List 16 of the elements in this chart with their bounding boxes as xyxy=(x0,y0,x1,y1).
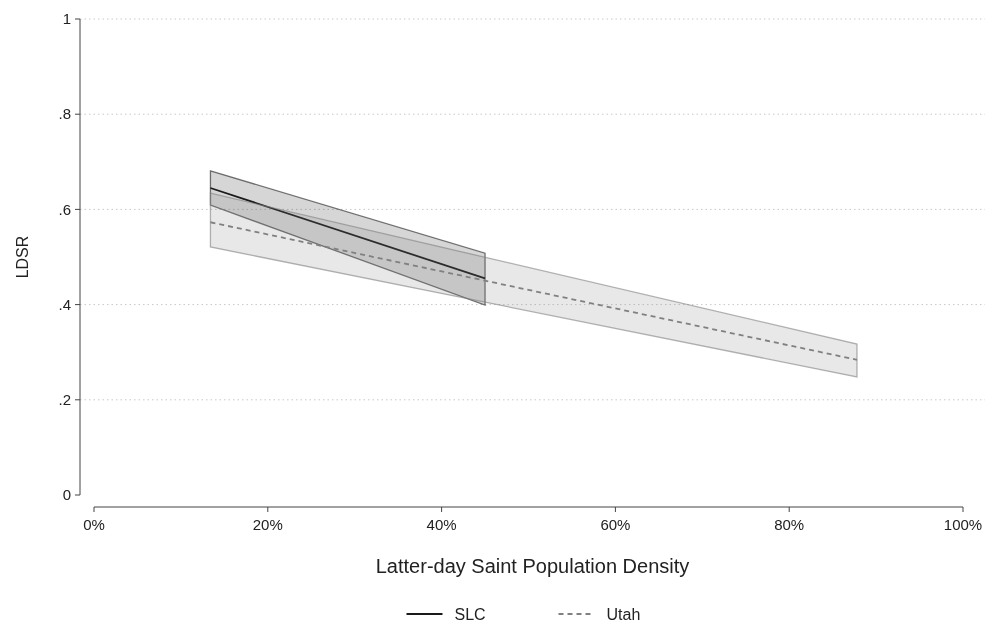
x-tick-label: 0% xyxy=(83,516,105,533)
y-tick-label: 1 xyxy=(62,10,71,28)
x-tick-label: 20% xyxy=(252,516,283,533)
y-tick-label: .8 xyxy=(58,105,71,123)
y-tick-label: .4 xyxy=(58,295,71,313)
legend-label: SLC xyxy=(454,606,486,623)
y-tick-label: 0 xyxy=(62,486,71,504)
y-tick-label: .6 xyxy=(58,200,71,218)
x-tick-label: 80% xyxy=(774,516,805,533)
x-axis-title: Latter-day Saint Population Density xyxy=(375,555,690,577)
legend-label: Utah xyxy=(606,606,641,623)
y-axis-title: LDSR xyxy=(14,235,31,279)
y-tick-label: .2 xyxy=(58,391,71,409)
x-tick-label: 100% xyxy=(943,516,983,533)
x-tick-label: 40% xyxy=(426,516,457,533)
x-tick-label: 60% xyxy=(600,516,631,533)
